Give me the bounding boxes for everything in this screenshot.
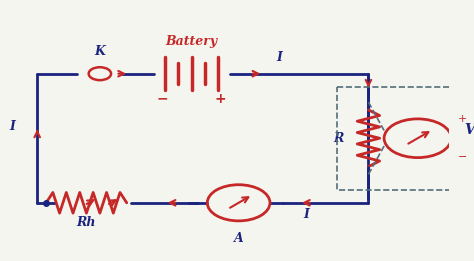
Text: R: R bbox=[333, 132, 344, 145]
Text: I: I bbox=[9, 121, 15, 133]
Text: Battery: Battery bbox=[165, 35, 218, 48]
Text: K: K bbox=[94, 45, 105, 58]
Text: +: + bbox=[215, 92, 227, 106]
Text: I: I bbox=[303, 208, 309, 221]
Text: I: I bbox=[276, 51, 282, 64]
Text: −: − bbox=[458, 152, 467, 162]
Text: V: V bbox=[465, 123, 474, 138]
Text: +: + bbox=[458, 114, 467, 124]
Text: A: A bbox=[234, 233, 244, 246]
Text: Rh: Rh bbox=[77, 216, 96, 229]
Text: −: − bbox=[157, 92, 168, 106]
